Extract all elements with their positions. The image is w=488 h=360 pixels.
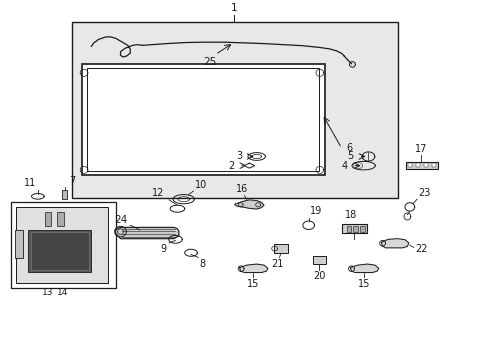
Bar	[11, 202, 116, 288]
Text: 21: 21	[270, 260, 283, 270]
Polygon shape	[244, 163, 254, 168]
Text: 10: 10	[195, 180, 207, 190]
Text: 23: 23	[418, 188, 430, 198]
Text: 15: 15	[357, 279, 369, 289]
Text: 17: 17	[414, 144, 427, 154]
Bar	[407, 163, 411, 167]
Bar	[312, 256, 325, 264]
Bar	[431, 163, 435, 167]
Bar	[30, 231, 89, 270]
Text: 12: 12	[152, 188, 164, 198]
Text: 18: 18	[345, 210, 357, 220]
Bar	[16, 207, 108, 283]
Bar	[415, 163, 419, 167]
Text: 6: 6	[346, 143, 352, 153]
Text: 9: 9	[160, 244, 166, 254]
Bar	[346, 226, 351, 232]
Text: 11: 11	[24, 178, 37, 188]
Bar	[273, 244, 287, 253]
Text: 8: 8	[200, 259, 205, 269]
Text: 19: 19	[309, 206, 322, 216]
Bar	[360, 226, 365, 232]
Text: 24: 24	[114, 215, 127, 225]
Bar	[423, 163, 427, 167]
Text: 2: 2	[227, 161, 234, 171]
Polygon shape	[234, 200, 264, 209]
Text: 4: 4	[341, 161, 347, 171]
Bar	[81, 64, 324, 175]
Text: 16: 16	[236, 184, 248, 194]
Bar	[341, 224, 366, 233]
Text: 7: 7	[69, 176, 76, 186]
Text: 22: 22	[415, 244, 427, 253]
Text: 13: 13	[42, 288, 53, 297]
Polygon shape	[350, 264, 378, 273]
Polygon shape	[15, 230, 23, 258]
Bar	[62, 190, 67, 199]
Bar	[353, 226, 358, 232]
Text: 20: 20	[312, 271, 325, 282]
Bar	[405, 162, 437, 169]
Bar	[57, 212, 63, 226]
Text: 3: 3	[236, 152, 242, 162]
Polygon shape	[239, 264, 267, 273]
Bar	[28, 230, 91, 272]
Polygon shape	[381, 239, 408, 248]
Text: 1: 1	[230, 3, 237, 13]
Bar	[45, 212, 51, 226]
Text: 15: 15	[246, 279, 259, 289]
Text: 25: 25	[203, 57, 216, 67]
Bar	[87, 68, 318, 171]
Bar	[72, 22, 397, 198]
Text: 5: 5	[347, 152, 353, 162]
Text: 14: 14	[56, 288, 68, 297]
Polygon shape	[116, 228, 179, 239]
